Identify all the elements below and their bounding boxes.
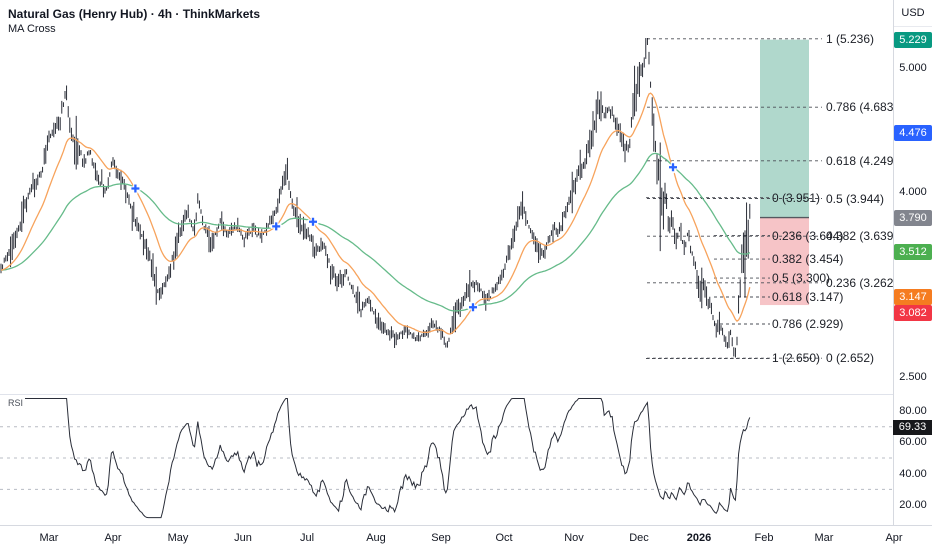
- time-label-Jun: Jun: [234, 532, 252, 544]
- rsi-line: [25, 398, 751, 519]
- pane-divider[interactable]: [0, 394, 893, 395]
- fib-level-label-inner-0.786: 0.786 (2.929): [772, 316, 844, 331]
- time-label-Apr: Apr: [104, 532, 122, 544]
- rsi-value-badge: 69.33: [893, 420, 932, 436]
- price-badge-4.476: 4.476: [894, 124, 932, 141]
- time-label-2026: 2026: [686, 532, 712, 544]
- time-label-May: May: [167, 532, 189, 544]
- time-label-Oct: Oct: [495, 532, 513, 544]
- time-label-Nov: Nov: [564, 532, 584, 544]
- symbol-title: Natural Gas (Henry Hub) · 4h · ThinkMark…: [8, 7, 261, 21]
- time-label-Aug: Aug: [366, 532, 386, 544]
- fib-level-label-outer-0.382: 0.382 (3.639): [826, 229, 898, 244]
- candlestick-series: [0, 38, 751, 358]
- price-badge-3.147: 3.147: [894, 289, 932, 306]
- price-tick-2.500: 2.500: [899, 371, 927, 383]
- rsi-level-lines: [0, 426, 893, 490]
- time-label-Dec: Dec: [629, 532, 649, 544]
- time-label-Mar: Mar: [814, 532, 834, 544]
- time-label-Jul: Jul: [299, 532, 315, 544]
- indicator-label[interactable]: MA Cross: [8, 23, 56, 35]
- fib-level-label-inner-0.236: 0.236 (3.644): [772, 228, 844, 243]
- fib-level-label-inner-1: 1 (2.650): [772, 351, 821, 366]
- price-tick-4.000: 4.000: [899, 185, 927, 198]
- time-label-Apr: Apr: [885, 532, 903, 544]
- ma-fast-line: [0, 92, 751, 335]
- rsi-tick-60.00: 60.00: [899, 436, 927, 449]
- position-tool-zones: [760, 39, 809, 306]
- currency-label: USD: [894, 0, 932, 27]
- fib-level-label-outer-0: 0 (2.652): [826, 351, 875, 366]
- price-badge-3.082: 3.082: [894, 305, 932, 322]
- fib-level-label-inner-0.5: 0.5 (3.300): [772, 271, 831, 286]
- fib-level-label-inner-0.618: 0.618 (3.147): [772, 290, 844, 305]
- ma-slow-line: [0, 152, 751, 312]
- fib-level-label-inner-0.382: 0.382 (3.454): [772, 252, 844, 267]
- fib-level-label-outer-0.618: 0.618 (4.249): [826, 153, 898, 168]
- fib-level-label-outer-0.5: 0.5 (3.944): [826, 191, 885, 206]
- time-axis[interactable]: Mar Apr May Jun Jul Aug Sep Oct Nov Dec 2026 Feb Mar…: [0, 525, 932, 550]
- fib-level-label-outer-0.236: 0.236 (3.262): [826, 275, 898, 290]
- fib-level-label-outer-1: 1 (5.236): [826, 31, 875, 46]
- price-badge-5.229: 5.229: [894, 31, 932, 48]
- price-axis[interactable]: USD 5.000 4.000 2.500 5.229 4.476 3.790 3.512 3…: [893, 0, 932, 525]
- chart-legend: Natural Gas (Henry Hub) · 4h · ThinkMark…: [8, 6, 260, 37]
- price-tick-5.000: 5.000: [899, 62, 927, 74]
- price-badge-3.790: 3.790: [894, 209, 932, 226]
- price-chart-canvas[interactable]: [0, 0, 893, 525]
- ma-cross-markers: [129, 161, 680, 314]
- time-label-Mar: Mar: [39, 532, 59, 544]
- fib-level-label-inner-0: 0 (3.951): [772, 190, 821, 205]
- rsi-tick-80.00: 80.00: [899, 405, 927, 417]
- time-label-Feb: Feb: [754, 532, 774, 544]
- price-badge-3.512: 3.512: [894, 243, 932, 260]
- rsi-pane-label[interactable]: RSI: [8, 398, 24, 408]
- rsi-tick-20.00: 20.00: [899, 499, 927, 512]
- fib-level-label-outer-0.786: 0.786 (4.683): [826, 100, 898, 115]
- rsi-tick-40.00: 40.00: [899, 467, 927, 480]
- fib-retracement-lines: [646, 38, 822, 359]
- time-label-Sep: Sep: [431, 532, 451, 544]
